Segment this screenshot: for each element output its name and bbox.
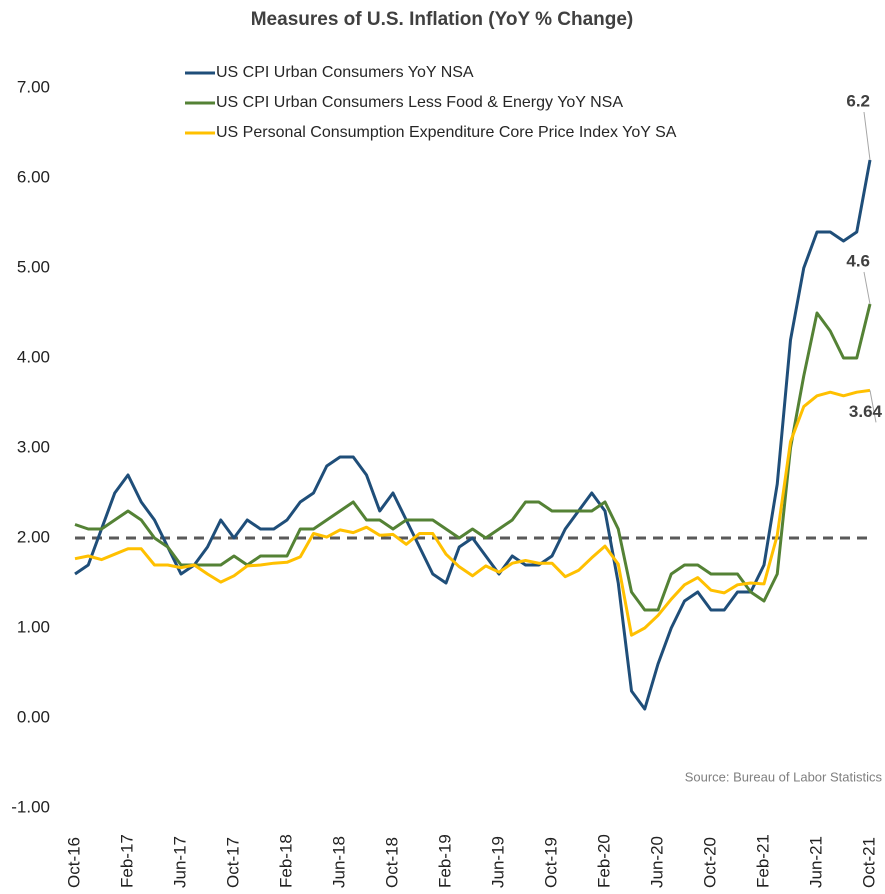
label-leader — [869, 390, 877, 423]
x-tick-label: Jun-20 — [647, 836, 666, 888]
chart-title: Measures of U.S. Inflation (YoY % Change… — [251, 9, 634, 30]
x-tick-label: Feb-20 — [594, 834, 613, 888]
x-tick-label: Oct-16 — [64, 837, 83, 888]
x-tick-label: Jun-19 — [488, 836, 507, 888]
legend-label: US CPI Urban Consumers YoY NSA — [216, 64, 474, 81]
series-line — [74, 388, 871, 637]
x-tick-label: Feb-18 — [276, 834, 295, 888]
x-tick-label: Feb-21 — [753, 834, 772, 888]
label-leader — [863, 111, 871, 161]
x-tick-label: Jun-18 — [329, 836, 348, 888]
x-tick-label: Feb-19 — [435, 834, 454, 888]
end-label: 3.64 — [849, 402, 883, 421]
x-tick-label: Oct-18 — [382, 837, 401, 888]
y-tick-label: 0.00 — [17, 707, 50, 726]
y-tick-label: 2.00 — [17, 527, 50, 546]
legend-label: US CPI Urban Consumers Less Food & Energ… — [216, 94, 623, 111]
series-line — [74, 303, 872, 612]
x-tick-label: Feb-17 — [117, 834, 136, 888]
y-tick-label: 6.00 — [17, 167, 50, 186]
end-label: 6.2 — [846, 91, 870, 110]
y-tick-label: 4.00 — [17, 347, 50, 366]
y-tick-label: 5.00 — [17, 257, 50, 276]
x-tick-label: Oct-20 — [700, 837, 719, 888]
label-leader — [863, 271, 871, 305]
x-tick-label: Jun-21 — [806, 836, 825, 888]
x-tick-label: Oct-17 — [223, 837, 242, 888]
end-label: 4.6 — [846, 251, 870, 270]
source-note: Source: Bureau of Labor Statistics — [685, 769, 883, 784]
legend-label: US Personal Consumption Expenditure Core… — [216, 124, 677, 141]
y-tick-label: -1.00 — [11, 797, 50, 816]
y-tick-label: 7.00 — [17, 77, 50, 96]
x-tick-label: Oct-19 — [541, 837, 560, 888]
x-tick-label: Oct-21 — [859, 837, 878, 888]
y-tick-label: 3.00 — [17, 437, 50, 456]
x-tick-label: Jun-17 — [170, 836, 189, 888]
y-tick-label: 1.00 — [17, 617, 50, 636]
series-line — [74, 159, 872, 711]
